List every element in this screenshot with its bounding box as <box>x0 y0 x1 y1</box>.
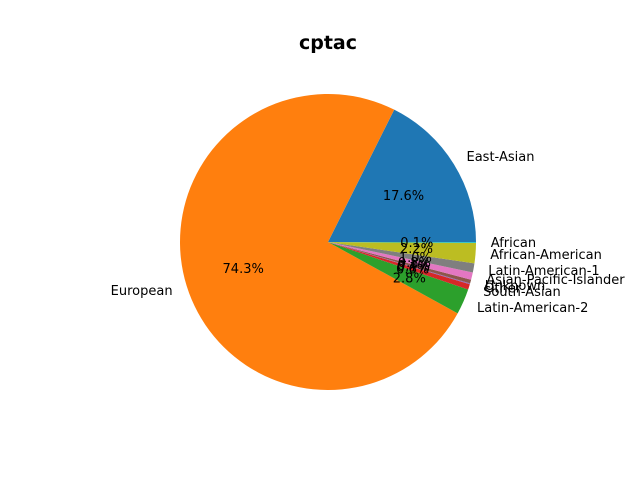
slice-label: Other <box>484 282 522 297</box>
pie-slice-unknown <box>328 242 472 284</box>
slice-percent-label: 2.2% <box>400 242 433 257</box>
pie-slices <box>179 94 477 391</box>
slice-percent-label: 0.6% <box>396 262 429 277</box>
pie-slice-african-american <box>328 242 476 264</box>
slice-label: Latin-American-1 <box>488 264 599 279</box>
slice-percent-label: 0.1% <box>397 261 430 276</box>
slice-label: African-American <box>490 248 602 263</box>
slice-label: East-Asian <box>467 150 535 165</box>
slice-percent-label: 1.0% <box>399 251 432 266</box>
pie-slice-other <box>328 242 471 285</box>
slice-label: Latin-American-2 <box>477 301 588 316</box>
slice-percent-label: 0.8% <box>398 256 431 271</box>
slice-percent-label: 17.6% <box>383 189 424 204</box>
slice-label: European <box>111 284 173 299</box>
pie-slice-latin-american-2 <box>328 242 469 314</box>
slice-labels: East-Asian European Latin-American-2South-… <box>111 150 626 316</box>
chart-title: cptac <box>299 32 357 54</box>
pie-slice-african <box>328 242 477 243</box>
slice-label: Unknown <box>485 279 545 294</box>
slice-percent-label: 0.1% <box>400 236 433 251</box>
pie-slice-east-asian <box>328 109 476 242</box>
slice-label: South-Asian <box>483 285 561 300</box>
percent-labels: 17.6%74.3%2.8%0.6%0.1%0.4%0.8%1.0%2.2%0.… <box>223 189 434 286</box>
slice-label: African <box>491 236 536 251</box>
slice-label: Asian-Pacific-Islander <box>486 273 625 288</box>
pie-slice-european <box>179 94 458 391</box>
slice-percent-label: 0.4% <box>397 259 430 274</box>
pie-slice-south-asian <box>328 242 470 290</box>
slice-percent-label: 2.8% <box>393 271 426 286</box>
pie-slice-latin-american-1 <box>328 242 475 273</box>
pie-slice-asian-pacific-islander <box>328 242 473 280</box>
slice-percent-label: 74.3% <box>223 262 264 277</box>
